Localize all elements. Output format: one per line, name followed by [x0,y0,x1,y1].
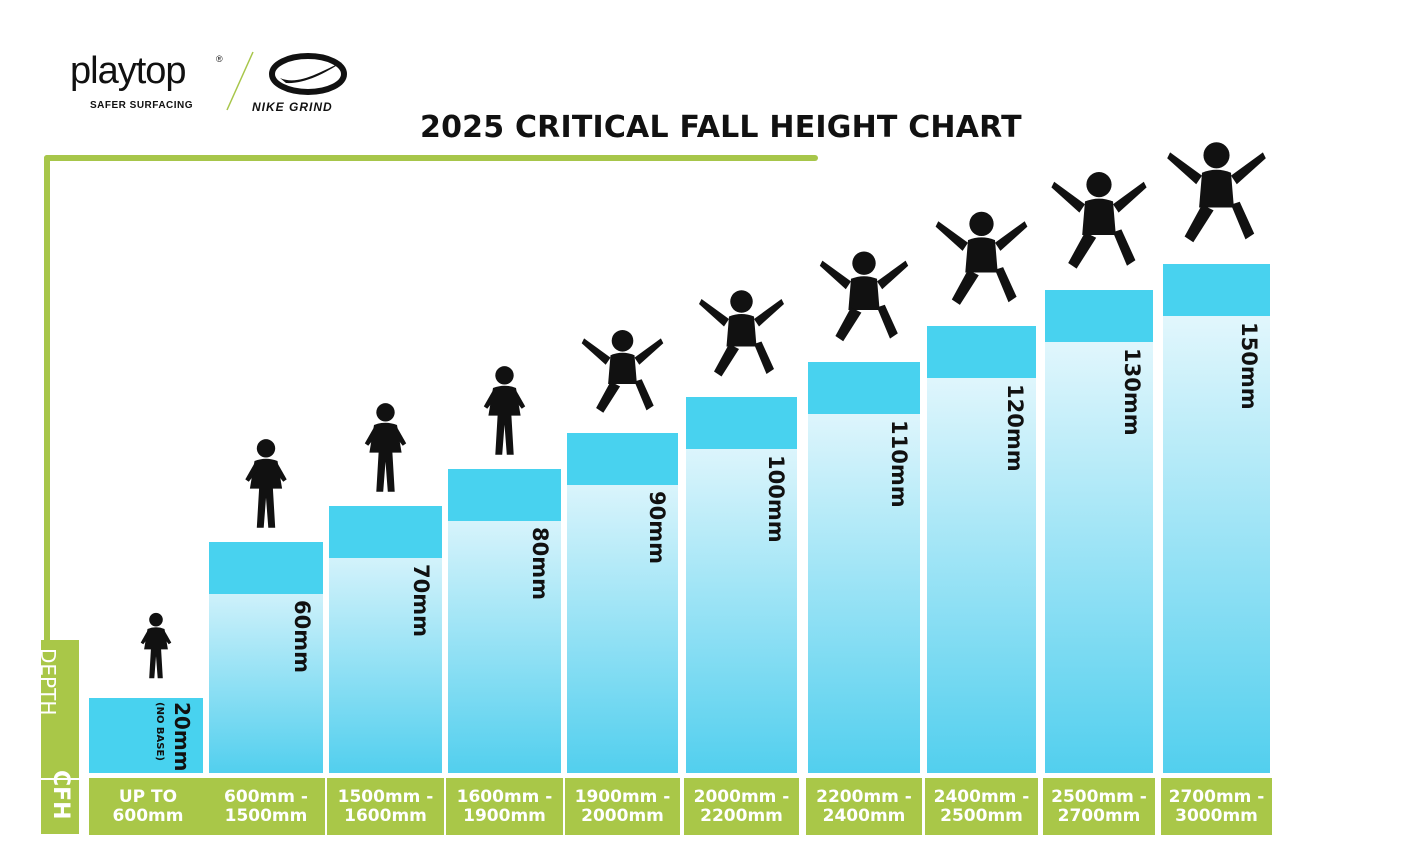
child-silhouette-icon [1051,172,1147,269]
value-label: 20mm [170,702,194,772]
cfh-category-label: 1600mm - 1900mm [446,778,563,835]
child-silhouette-icon [364,403,407,492]
bar-cap [448,469,561,521]
cfh-category-label: 2700mm - 3000mm [1161,778,1272,835]
cfh-category-label: 2200mm - 2400mm [806,778,922,835]
child-silhouette-icon [1167,142,1266,243]
child-silhouette-icon [699,290,784,377]
bar-120mm [927,326,1036,773]
logo-registered-mark: ® [216,54,223,64]
bar-cap [1045,290,1153,342]
cfh-category-label: 2000mm - 2200mm [684,778,799,835]
chart-title: 2025 CRITICAL FALL HEIGHT CHART [420,110,1022,145]
frame-line-vertical [44,155,50,645]
child-silhouette-icon [819,251,909,342]
logo-name: playtop [70,50,187,92]
value-label: 80mm [528,527,552,600]
cfh-axis-label-box: CFH [41,770,79,834]
bar-90mm [567,433,678,773]
cfh-category-label: 1900mm - 2000mm [565,778,680,835]
value-label: 150mm [1237,322,1261,410]
bar-cap [1163,264,1270,316]
depth-axis-label-box: DEPTH [36,640,79,778]
child-silhouette-icon [935,211,1028,305]
nike-grind-icon [269,53,347,95]
cfh-category-label: 2500mm - 2700mm [1043,778,1155,835]
bar-cap [567,433,678,485]
child-silhouette-icon [140,612,172,679]
value-label: 110mm [887,420,911,508]
value-label: 70mm [409,564,433,637]
bar-cap [686,397,797,449]
cfh-category-label: 600mm - 1500mm [207,778,325,835]
cfh-category-label: UP TO 600mm [89,778,207,835]
value-label: 130mm [1120,348,1144,436]
cfh-category-label: 2400mm - 2500mm [925,778,1038,835]
bar-110mm [808,362,920,773]
bar-cap [808,362,920,414]
partner-name: NIKE GRIND [252,100,333,114]
bar-20mm [89,698,203,773]
frame-line-horizontal [44,155,818,161]
bar-cap [329,506,442,558]
bar-cap [927,326,1036,378]
value-note: (NO BASE) [154,702,165,761]
value-label: 100mm [764,455,788,543]
bar-150mm [1163,264,1270,773]
bar-100mm [686,397,797,773]
logo-subtitle: SAFER SURFACING [90,100,194,111]
value-label: 120mm [1003,384,1027,472]
child-silhouette-icon [483,366,526,455]
child-silhouette-icon [581,330,664,413]
value-label: 90mm [645,491,669,564]
value-label: 60mm [290,600,314,673]
cfh-category-label: 1500mm - 1600mm [327,778,444,835]
logo-divider [226,51,254,111]
bar-cap [209,542,323,594]
child-silhouette-icon [245,439,287,528]
bar-130mm [1045,290,1153,773]
